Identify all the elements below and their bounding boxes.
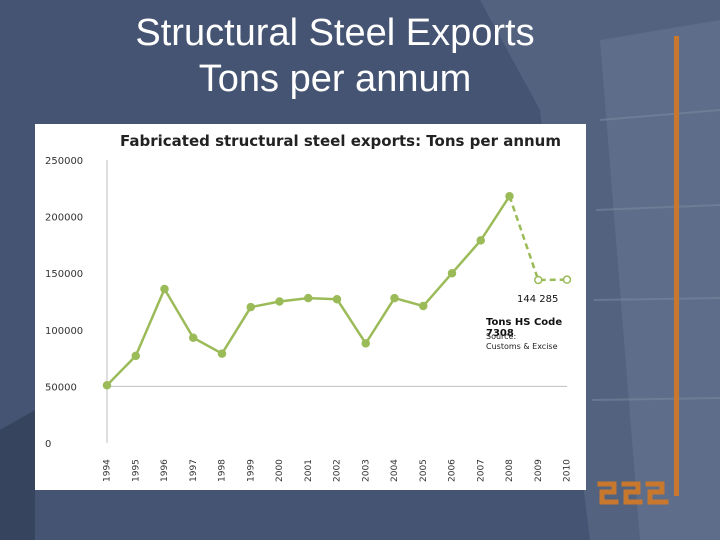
- line-chart: 0 50000 100000 150000 200000 250000 1994 1995 19…: [45, 156, 573, 482]
- data-point: [332, 294, 342, 304]
- x-tick-label: 2009: [534, 459, 544, 482]
- data-point: [246, 302, 255, 312]
- x-tick-label: 2004: [390, 459, 400, 482]
- data-point: [447, 268, 457, 278]
- x-tick-label: 2002: [333, 459, 343, 482]
- x-tick-label: 1999: [246, 459, 256, 482]
- x-tick-label: 2008: [505, 459, 515, 482]
- slide-title: Structural Steel Exports Tons per annum: [0, 10, 670, 102]
- annotation-source: Source: Customs & Excise: [486, 332, 558, 352]
- data-point: [102, 381, 112, 390]
- x-tick-label: 2010: [563, 459, 573, 482]
- annotation-source-name: Customs & Excise: [486, 342, 558, 351]
- y-tick-label: 0: [45, 439, 51, 450]
- annotation-code-label: Tons HS Code 7308: [486, 317, 563, 339]
- y-tick-label: 150000: [45, 269, 83, 280]
- slide-title-line-2: Tons per annum: [198, 58, 472, 100]
- data-point: [562, 275, 572, 284]
- data-point: [419, 301, 428, 311]
- accent-stripe: [674, 36, 679, 496]
- x-tick-label: 1998: [218, 459, 228, 482]
- x-tick-label: 1995: [131, 459, 141, 482]
- x-tick-label: 2003: [361, 459, 371, 482]
- y-tick-label: 100000: [45, 326, 83, 337]
- company-logo: [597, 481, 669, 505]
- x-tick-label: 1997: [189, 459, 199, 482]
- data-point: [275, 297, 284, 306]
- x-tick-label: 2006: [448, 459, 458, 482]
- chart-panel: 0 50000 100000 150000 200000 250000 1994 1995 19…: [35, 124, 586, 490]
- annotation-value-label: 144 285: [517, 294, 559, 305]
- data-point: [361, 339, 370, 348]
- y-tick-label: 250000: [45, 156, 83, 167]
- x-tick-label: 2000: [275, 459, 285, 482]
- data-point: [217, 349, 227, 358]
- data-point: [189, 333, 198, 342]
- x-tick-label: 1996: [160, 459, 170, 482]
- data-point: [390, 293, 399, 303]
- x-tick-label: 2005: [419, 459, 429, 482]
- x-tick-label: 1994: [103, 459, 113, 482]
- y-tick-label: 200000: [45, 213, 83, 224]
- data-point: [476, 236, 485, 245]
- slide-title-line-1: Structural Steel Exports: [135, 12, 535, 54]
- data-point: [534, 275, 543, 285]
- data-point: [505, 191, 514, 201]
- x-tick-label: 2007: [476, 459, 486, 482]
- data-point: [304, 293, 313, 303]
- x-tick-label: 2001: [304, 459, 314, 482]
- data-point: [160, 284, 169, 294]
- series-line-projected: [508, 195, 568, 282]
- chart-title: Fabricated structural steel exports: Ton…: [120, 132, 561, 150]
- data-point: [131, 351, 140, 361]
- y-tick-label: 50000: [45, 382, 77, 393]
- annotation-source-label: Source:: [486, 332, 517, 341]
